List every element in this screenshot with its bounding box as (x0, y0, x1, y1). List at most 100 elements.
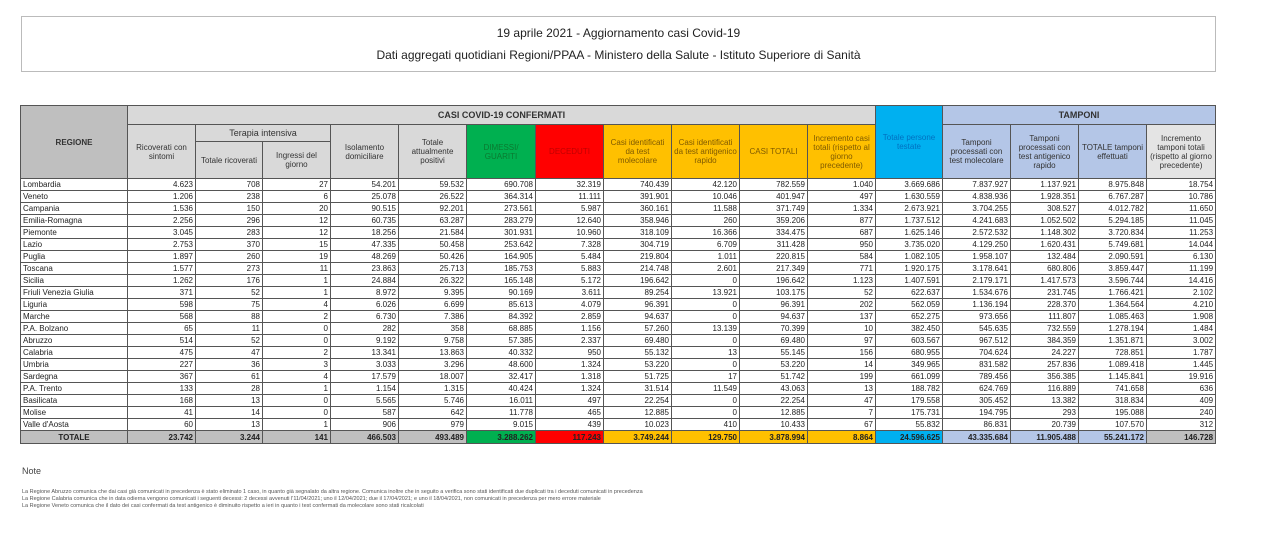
cell-value: 1.620.431 (1010, 238, 1079, 251)
cell-value: 18.754 (1145, 178, 1217, 191)
cell-value: 1.536 (127, 202, 196, 215)
cell-value: 1.908 (1145, 310, 1217, 323)
header-casi-antigenico: Casi identificati da test antigenico rap… (671, 124, 740, 179)
cell-value: 356.385 (1010, 370, 1079, 383)
note-item: La Regione Calabria comunica che in data… (22, 496, 601, 502)
cell-value: 9.395 (398, 286, 467, 299)
header-incremento-casi: Incremento casi totali (rispetto al gior… (807, 124, 876, 179)
cell-value: 1.928.351 (1010, 190, 1079, 203)
cell-value: 5.565 (330, 394, 399, 407)
cell-value: 1.417.573 (1010, 274, 1079, 287)
header-tamponi: TAMPONI (941, 105, 1217, 125)
header-totale-positivi: Totale attualmente positivi (398, 124, 467, 179)
region-name: Emilia-Romagna (20, 214, 128, 227)
cell-value: 41 (127, 406, 196, 419)
total-value: 55.241.172 (1078, 430, 1147, 444)
cell-value: 603.567 (875, 334, 943, 347)
cell-value: 94.637 (739, 310, 808, 323)
cell-value: 194.795 (942, 406, 1011, 419)
cell-value: 3 (262, 358, 331, 371)
cell-value: 55.132 (603, 346, 672, 359)
cell-value: 1.318 (535, 370, 604, 383)
cell-value: 1.082.105 (875, 250, 943, 263)
cell-value: 84.392 (466, 310, 536, 323)
table-body: Lombardia 4.623 708 27 54.201 59.532 690.708 32… (20, 178, 1217, 444)
cell-value: 5.883 (535, 262, 604, 275)
cell-value: 10.433 (739, 418, 808, 431)
cell-value: 217.349 (739, 262, 808, 275)
total-value: 23.742 (127, 430, 196, 444)
report-subtitle: Dati aggregati quotidiani Regioni/PPAA -… (376, 48, 861, 62)
table-row: Puglia 1.897 260 19 48.269 50.426 164.905 5.484… (20, 250, 1217, 263)
cell-value: 741.658 (1078, 382, 1147, 395)
cell-value: 14.416 (1145, 274, 1217, 287)
cell-value: 906 (330, 418, 399, 431)
cell-value: 1.897 (127, 250, 196, 263)
cell-value: 367 (127, 370, 196, 383)
region-name: Piemonte (20, 226, 128, 239)
cell-value: 92.201 (398, 202, 467, 215)
cell-value: 8.972 (330, 286, 399, 299)
region-name: Calabria (20, 346, 128, 359)
region-name: P.A. Trento (20, 382, 128, 395)
cell-value: 238 (195, 190, 263, 203)
cell-value: 116.889 (1010, 382, 1079, 395)
cell-value: 14 (807, 358, 876, 371)
cell-value: 624.769 (942, 382, 1011, 395)
table-row: Marche 568 88 2 6.730 7.386 84.392 2.859 94.637 0… (20, 310, 1217, 323)
cell-value: 1.766.421 (1078, 286, 1147, 299)
cell-value: 9.758 (398, 334, 467, 347)
region-name: Sicilia (20, 274, 128, 287)
cell-value: 185.753 (466, 262, 536, 275)
cell-value: 282 (330, 322, 399, 335)
total-value: 8.864 (807, 430, 876, 444)
table-row: Sicilia 1.262 176 1 24.884 26.322 165.148 5.172… (20, 274, 1217, 287)
cell-value: 3.045 (127, 226, 196, 239)
total-value: 43.335.684 (942, 430, 1011, 444)
cell-value: 360.161 (603, 202, 672, 215)
cell-value: 1.154 (330, 382, 399, 395)
cell-value: 3.669.686 (875, 178, 943, 191)
cell-value: 740.439 (603, 178, 672, 191)
cell-value: 52 (195, 334, 263, 347)
cell-value: 53.220 (739, 358, 808, 371)
cell-value: 497 (535, 394, 604, 407)
region-name: Basilicata (20, 394, 128, 407)
cell-value: 4.129.250 (942, 238, 1011, 251)
cell-value: 11.778 (466, 406, 536, 419)
cell-value: 384.359 (1010, 334, 1079, 347)
cell-value: 164.905 (466, 250, 536, 263)
cell-value: 16.011 (466, 394, 536, 407)
cell-value: 86.831 (942, 418, 1011, 431)
region-name: Sardegna (20, 370, 128, 383)
cell-value: 704.624 (942, 346, 1011, 359)
cell-value: 13 (671, 346, 740, 359)
cell-value: 6.730 (330, 310, 399, 323)
cell-value: 43.063 (739, 382, 808, 395)
total-value: 3.288.262 (466, 430, 536, 444)
cell-value: 12.885 (739, 406, 808, 419)
cell-value: 0 (262, 394, 331, 407)
cell-value: 0 (671, 394, 740, 407)
cell-value: 568 (127, 310, 196, 323)
cell-value: 475 (127, 346, 196, 359)
cell-value: 1.324 (535, 382, 604, 395)
cell-value: 88 (195, 310, 263, 323)
cell-value: 0 (671, 358, 740, 371)
cell-value: 318.834 (1078, 394, 1147, 407)
cell-value: 12.640 (535, 214, 604, 227)
note-item: La Regione Abruzzo comunica che dai casi… (22, 489, 643, 495)
cell-value: 42.120 (671, 178, 740, 191)
cell-value: 11 (195, 322, 263, 335)
cell-value: 4 (262, 298, 331, 311)
cell-value: 661.099 (875, 370, 943, 383)
cell-value: 168 (127, 394, 196, 407)
cell-value: 9.015 (466, 418, 536, 431)
cell-value: 967.512 (942, 334, 1011, 347)
cell-value: 68.885 (466, 322, 536, 335)
totals-row: TOTALE 23.742 3.244 141 466.503 493.489 3.288.… (20, 430, 1217, 444)
cell-value: 728.851 (1078, 346, 1147, 359)
cell-value: 188.782 (875, 382, 943, 395)
cell-value: 3.611 (535, 286, 604, 299)
cell-value: 17.579 (330, 370, 399, 383)
